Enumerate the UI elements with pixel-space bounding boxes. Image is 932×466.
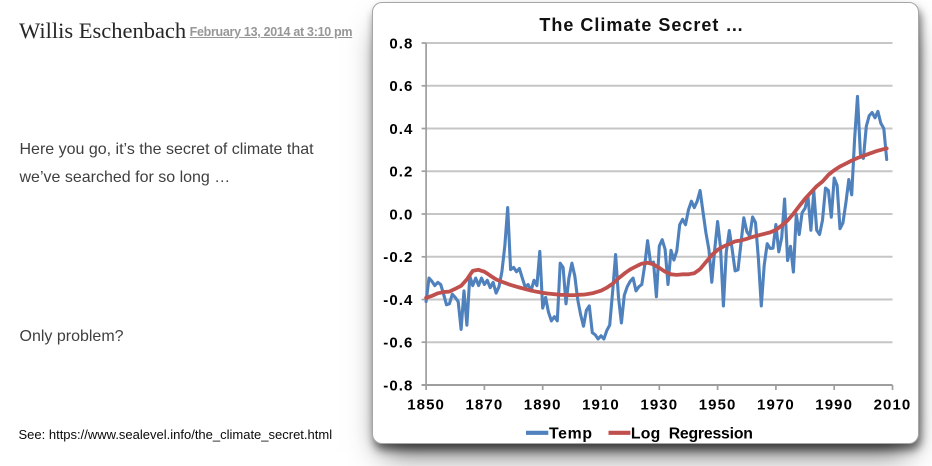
- svg-text:The Climate Secret …: The Climate Secret …: [539, 15, 744, 35]
- svg-text:0.8: 0.8: [389, 35, 413, 52]
- svg-text:0.4: 0.4: [389, 120, 413, 137]
- svg-text:1950: 1950: [698, 396, 736, 413]
- svg-text:1890: 1890: [523, 396, 561, 413]
- svg-text:Temp: Temp: [549, 425, 593, 442]
- svg-text:1850: 1850: [407, 396, 445, 413]
- svg-text:2010: 2010: [873, 396, 911, 413]
- svg-text:0.0: 0.0: [389, 206, 413, 223]
- svg-text:1870: 1870: [465, 396, 503, 413]
- svg-text:Regression: Regression: [668, 425, 752, 442]
- svg-text:0.2: 0.2: [389, 163, 413, 180]
- svg-text:-0.4: -0.4: [383, 291, 413, 308]
- svg-text:1990: 1990: [815, 396, 853, 413]
- svg-text:0.6: 0.6: [389, 78, 413, 95]
- svg-text:1910: 1910: [582, 396, 620, 413]
- svg-text:-0.6: -0.6: [383, 334, 413, 351]
- svg-text:-0.8: -0.8: [383, 377, 413, 394]
- svg-text:-0.2: -0.2: [383, 249, 413, 266]
- svg-text:Log: Log: [630, 425, 660, 442]
- svg-text:1970: 1970: [757, 396, 795, 413]
- svg-text:1930: 1930: [640, 396, 678, 413]
